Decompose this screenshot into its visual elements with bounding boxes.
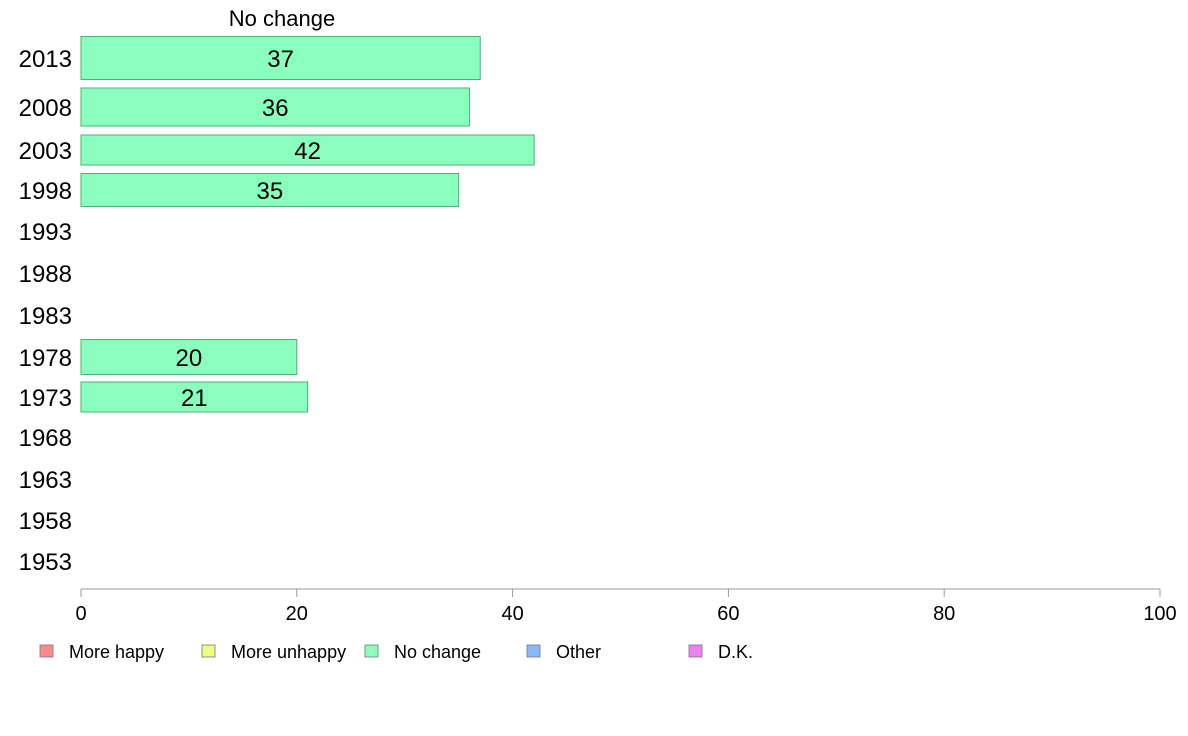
legend-label-1: More unhappy bbox=[231, 642, 346, 662]
series-title: No change bbox=[229, 6, 335, 31]
legend-label-0: More happy bbox=[69, 642, 164, 662]
year-label-1983: 1983 bbox=[19, 303, 72, 330]
legend-swatch-0 bbox=[39, 644, 54, 658]
legend-swatch-3 bbox=[526, 644, 541, 658]
x-ticks-group: 0 20 40 60 80 100 bbox=[75, 589, 1177, 625]
bar-1998 bbox=[80, 173, 460, 207]
legend-label-3: Other bbox=[556, 642, 601, 662]
x-tick-label-20: 20 bbox=[286, 603, 308, 625]
year-label-1998: 1998 bbox=[19, 178, 72, 205]
bar-value-label-2003: 42 bbox=[294, 138, 321, 165]
bar-2013 bbox=[80, 36, 481, 80]
x-tick-label-100: 100 bbox=[1143, 603, 1176, 625]
year-label-2008: 2008 bbox=[19, 95, 72, 122]
year-label-2013: 2013 bbox=[19, 46, 72, 73]
legend-swatch-1 bbox=[201, 644, 216, 658]
year-label-2003: 2003 bbox=[19, 138, 72, 165]
bar-1978 bbox=[80, 339, 298, 375]
bar-value-label-2008: 36 bbox=[262, 95, 289, 122]
year-label-1978: 1978 bbox=[19, 345, 72, 372]
bar-2003 bbox=[80, 134, 535, 166]
x-tick-label-0: 0 bbox=[75, 603, 86, 625]
bar-1973 bbox=[80, 381, 309, 413]
year-label-1958: 1958 bbox=[19, 508, 72, 535]
year-label-1973: 1973 bbox=[19, 385, 72, 412]
bar-value-label-1998: 35 bbox=[256, 178, 283, 205]
x-tick-label-40: 40 bbox=[501, 603, 523, 625]
bar-2008 bbox=[80, 87, 470, 127]
bar-value-label-1973: 21 bbox=[181, 385, 208, 412]
year-label-1968: 1968 bbox=[19, 425, 72, 452]
bar-value-label-1978: 20 bbox=[176, 345, 203, 372]
legend-swatch-4 bbox=[688, 644, 703, 658]
legend: More happy More unhappy No change Other D.K. bbox=[39, 642, 753, 662]
legend-label-4: D.K. bbox=[718, 642, 753, 662]
year-label-1953: 1953 bbox=[19, 549, 72, 576]
year-label-1993: 1993 bbox=[19, 219, 72, 246]
year-label-1963: 1963 bbox=[19, 467, 72, 494]
x-tick-label-80: 80 bbox=[933, 603, 955, 625]
year-label-1988: 1988 bbox=[19, 261, 72, 288]
bar-value-label-2013: 37 bbox=[267, 46, 294, 73]
legend-swatch-2 bbox=[364, 644, 379, 658]
year-labels-group: 2013 2008 2003 1998 1993 1988 1983 1978 1973 1968… bbox=[19, 46, 72, 576]
legend-label-2: No change bbox=[394, 642, 481, 662]
x-tick-label-60: 60 bbox=[717, 603, 739, 625]
